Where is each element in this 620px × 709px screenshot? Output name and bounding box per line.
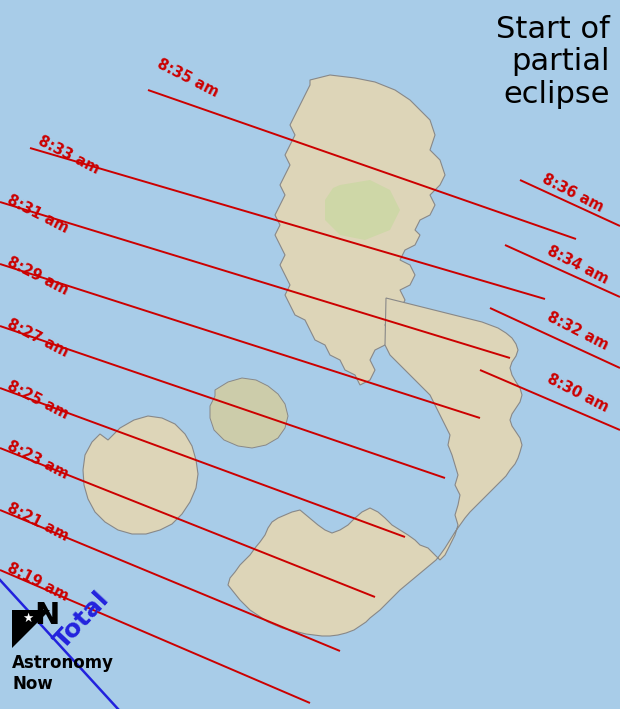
Polygon shape (228, 298, 522, 636)
Text: 8:31 am: 8:31 am (5, 192, 71, 236)
Polygon shape (12, 610, 50, 648)
Text: 8:34 am: 8:34 am (545, 243, 611, 287)
Polygon shape (275, 75, 445, 385)
Text: 8:33 am: 8:33 am (36, 133, 102, 177)
Text: N: N (34, 601, 60, 630)
Text: Total: Total (50, 587, 114, 653)
Text: 8:32 am: 8:32 am (545, 309, 611, 353)
Text: 8:25 am: 8:25 am (5, 378, 71, 422)
Text: 8:29 am: 8:29 am (5, 255, 71, 298)
Text: ★: ★ (22, 612, 33, 625)
Text: 8:19 am: 8:19 am (5, 560, 71, 604)
Text: 8:35 am: 8:35 am (155, 56, 221, 100)
Text: 8:21 am: 8:21 am (5, 500, 71, 544)
Polygon shape (325, 180, 400, 240)
Text: 8:30 am: 8:30 am (545, 372, 611, 415)
Text: 8:27 am: 8:27 am (5, 316, 71, 359)
Text: 8:36 am: 8:36 am (540, 171, 606, 215)
Text: 8:23 am: 8:23 am (5, 438, 71, 482)
Text: Astronomy
Now: Astronomy Now (12, 654, 114, 693)
Text: Start of
partial
eclipse: Start of partial eclipse (496, 15, 610, 109)
Polygon shape (83, 416, 198, 534)
Polygon shape (210, 378, 288, 448)
